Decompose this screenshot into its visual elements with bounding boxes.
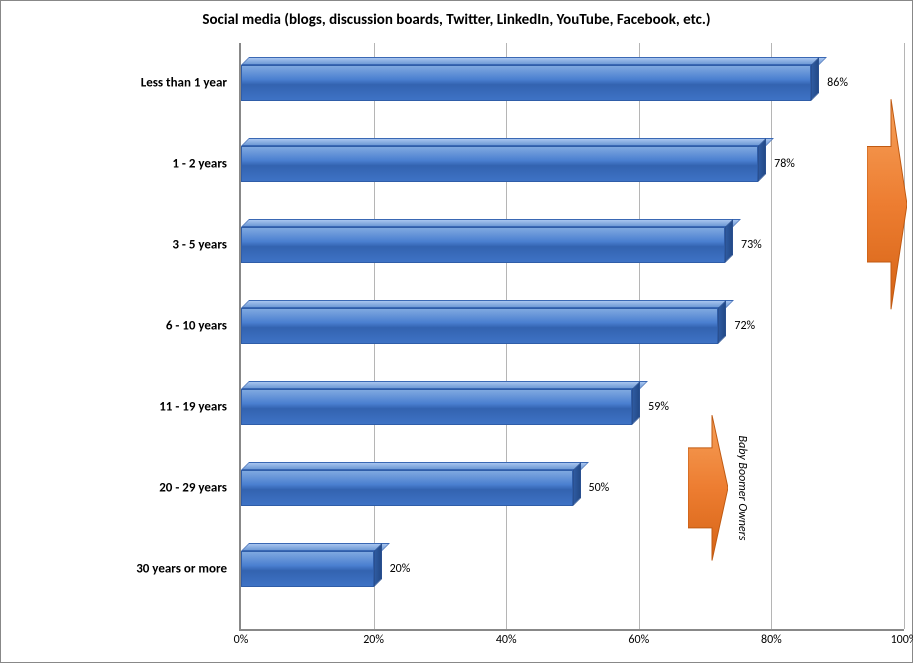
x-tick-label: 80% <box>761 633 782 647</box>
bar <box>241 65 811 101</box>
category-label: 6 - 10 years <box>166 319 227 334</box>
category-label: 1 - 2 years <box>172 157 227 172</box>
chart-frame: Social media (blogs, discussion boards, … <box>0 0 913 663</box>
x-tick-label: 20% <box>363 633 384 647</box>
bar-value-label: 20% <box>390 562 411 576</box>
chart-title: Social media (blogs, discussion boards, … <box>9 11 904 29</box>
bar <box>241 227 725 263</box>
bar-value-label: 73% <box>741 238 762 252</box>
bar-value-label: 59% <box>648 400 669 414</box>
plot-wrap: Less than 1 year 1 - 2 years 3 - 5 years 6 … <box>9 43 904 631</box>
plot-area: 0%20%40%60%80%100% 86%78%73%72%59%50%20%… <box>239 43 904 631</box>
category-label: Less than 1 year <box>141 76 227 91</box>
bar <box>241 146 758 182</box>
annotation-arrow <box>688 397 728 579</box>
bar <box>241 389 632 425</box>
bar <box>241 308 718 344</box>
bar-value-label: 78% <box>774 157 795 171</box>
category-label: 20 - 29 years <box>159 480 227 495</box>
annotation-arrow <box>867 73 907 336</box>
x-tick-label: 0% <box>234 633 249 647</box>
gridline <box>904 43 905 629</box>
x-tick-label: 60% <box>628 633 649 647</box>
annotation-label: Baby Boomer Owners <box>734 435 748 540</box>
bar-value-label: 72% <box>734 319 755 333</box>
gridline <box>771 43 772 629</box>
bar-value-label: 86% <box>827 76 848 90</box>
bar-value-label: 50% <box>589 481 610 495</box>
category-label: 3 - 5 years <box>172 238 227 253</box>
category-label: 11 - 19 years <box>159 399 227 414</box>
bar <box>241 470 573 506</box>
category-label: 30 years or more <box>136 561 227 576</box>
x-axis-ticks: 0%20%40%60%80%100% <box>241 629 904 651</box>
x-tick-label: 40% <box>496 633 517 647</box>
bar <box>241 551 374 587</box>
x-tick-label: 100% <box>891 633 913 647</box>
y-axis-labels: Less than 1 year 1 - 2 years 3 - 5 years 6 … <box>9 43 239 631</box>
